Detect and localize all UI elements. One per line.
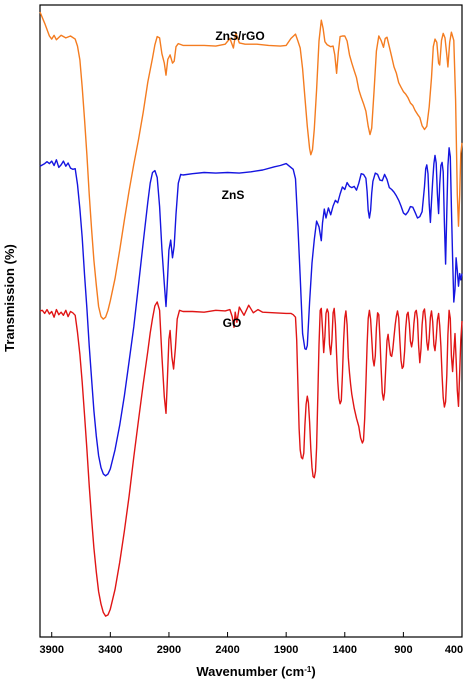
x-tick-label-1900: 1900 (274, 644, 298, 656)
x-axis-label: Wavenumber (cm-1) (196, 664, 315, 679)
x-tick-label-900: 900 (394, 644, 412, 656)
x-tick-label-400: 400 (445, 644, 463, 656)
x-tick-label-3400: 3400 (98, 644, 122, 656)
series-line-go (39, 301, 463, 617)
series-label-go: GO (223, 316, 242, 330)
x-axis-label-superscript: -1 (304, 665, 312, 674)
x-tick-label-1400: 1400 (333, 644, 357, 656)
x-tick-label-2400: 2400 (215, 644, 239, 656)
series-line-zns (39, 147, 463, 477)
series-label-zns-rgo: ZnS/rGO (215, 29, 264, 43)
series-label-zns: ZnS (222, 188, 245, 202)
series-labels: ZnS/rGO ZnS GO (215, 29, 264, 330)
x-axis-ticks: 3900 3400 2900 2400 1900 1400 900 400 (39, 632, 463, 656)
series-lines (39, 11, 463, 617)
x-tick-label-2900: 2900 (157, 644, 181, 656)
y-axis-label: Transmission (%) (2, 244, 17, 352)
series-line-zns-rgo (39, 11, 463, 320)
x-tick-label-3900: 3900 (39, 644, 63, 656)
